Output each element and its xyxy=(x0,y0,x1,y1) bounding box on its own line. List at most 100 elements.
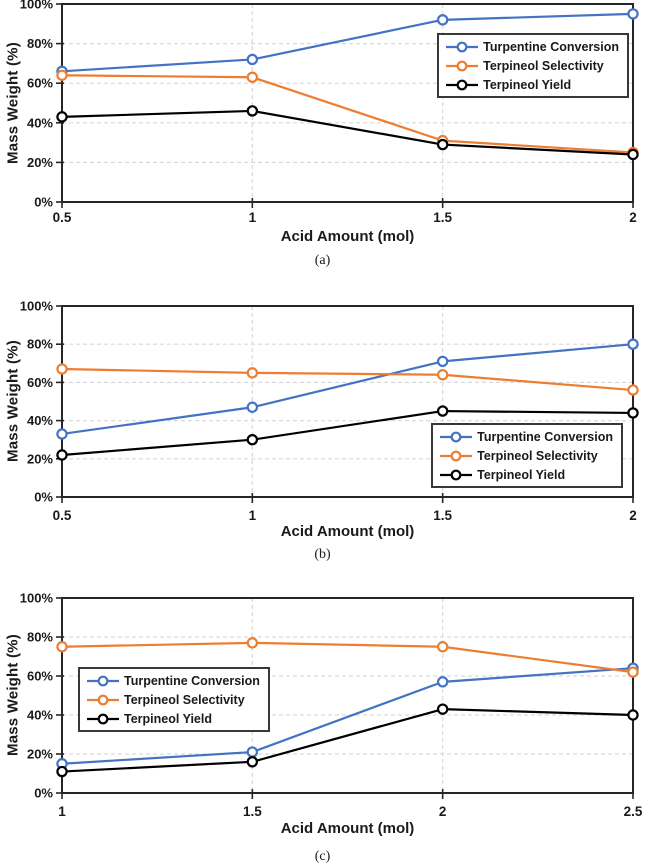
series-marker-0 xyxy=(436,676,449,688)
legend-item-label: Terpineol Selectivity xyxy=(477,448,598,463)
x-axis-title: Acid Amount (mol) xyxy=(280,820,415,837)
legend-b: Turpentine Conversion Terpineol Selectivi… xyxy=(431,423,623,488)
plot-border xyxy=(61,597,634,794)
y-tick-label: 20% xyxy=(27,155,53,170)
y-tick-label: 80% xyxy=(27,630,53,645)
series-line-2 xyxy=(60,409,635,457)
legend-item-label: Terpineol Yield xyxy=(124,711,212,726)
series-marker-2 xyxy=(56,449,68,461)
y-tick-label: 0% xyxy=(34,195,53,210)
legend-marker-icon xyxy=(446,41,479,52)
series-marker-2 xyxy=(246,433,259,446)
y-tick-label: 0% xyxy=(34,490,53,505)
series-marker-2 xyxy=(56,111,68,123)
series-marker-2 xyxy=(627,407,639,419)
series-marker-2 xyxy=(246,756,259,768)
series-marker-0 xyxy=(56,428,68,440)
y-axis-title: Mass Weight (%) xyxy=(4,340,22,463)
legend-item-label: Terpineol Selectivity xyxy=(483,58,604,73)
y-axis-title: Mass Weight (%) xyxy=(4,634,22,757)
series-marker-2 xyxy=(627,148,639,161)
legend-item-label: Turpentine Conversion xyxy=(477,429,613,444)
x-tick-label: 1.5 xyxy=(433,508,452,523)
chart-caption-a: (a) xyxy=(314,253,331,268)
x-tick-label: 0.5 xyxy=(53,508,72,523)
series-marker-2 xyxy=(436,138,449,151)
series-marker-2 xyxy=(436,703,449,715)
series-marker-1 xyxy=(627,666,639,678)
legend-item: Terpineol Yield xyxy=(440,465,613,484)
series-marker-2 xyxy=(436,405,449,417)
chart-a: 0% 20% 40% 60% 80% 100% 0.5 1 1.5 2 Mass Weight (… xyxy=(0,0,645,285)
series-marker-1 xyxy=(56,363,68,375)
series-line-0 xyxy=(60,667,635,765)
series-marker-1 xyxy=(246,367,259,379)
legend-item-label: Turpentine Conversion xyxy=(124,673,260,688)
plot-svg-a: 0% 20% 40% 60% 80% 100% 0.5 1 1.5 2 xyxy=(20,0,639,225)
series-marker-1 xyxy=(436,369,449,381)
series-marker-0 xyxy=(246,401,259,413)
x-axis-title: Acid Amount (mol) xyxy=(280,523,415,540)
legend-item: Terpineol Selectivity xyxy=(87,690,260,709)
y-tick-label: 40% xyxy=(27,413,53,428)
x-tick-label: 2 xyxy=(629,508,637,523)
series-line-2 xyxy=(60,109,635,156)
y-tick-label: 100% xyxy=(20,591,54,606)
legend-item: Turpentine Conversion xyxy=(440,427,613,446)
series-marker-0 xyxy=(436,355,449,368)
series-marker-0 xyxy=(246,746,259,758)
series-marker-0 xyxy=(246,53,259,66)
x-tick-label: 1.5 xyxy=(433,210,452,225)
x-tick-label: 1 xyxy=(249,508,257,523)
legend-marker-icon xyxy=(440,450,473,461)
y-tick-label: 60% xyxy=(27,375,53,390)
y-tick-label: 20% xyxy=(27,747,53,762)
series-marker-1 xyxy=(56,641,68,653)
legend-item: Terpineol Yield xyxy=(446,75,619,94)
series-marker-1 xyxy=(627,384,639,396)
series-marker-1 xyxy=(436,641,449,653)
y-tick-label: 60% xyxy=(27,669,53,684)
legend-item-label: Terpineol Selectivity xyxy=(124,692,245,707)
x-axis-title: Acid Amount (mol) xyxy=(280,228,415,245)
y-tick-label: 40% xyxy=(27,708,53,723)
legend-item: Terpineol Selectivity xyxy=(446,56,619,75)
series-line-1 xyxy=(60,367,635,392)
y-tick-label: 100% xyxy=(20,0,54,12)
series-marker-0 xyxy=(436,14,449,26)
y-tick-label: 60% xyxy=(27,76,53,91)
x-tick-label: 1 xyxy=(58,804,66,819)
series-marker-1 xyxy=(246,637,259,649)
legend-a: Turpentine Conversion Terpineol Selectivi… xyxy=(437,33,629,98)
legend-item: Turpentine Conversion xyxy=(446,37,619,56)
x-tick-label: 1 xyxy=(249,210,257,225)
plot-svg-c: 0% 20% 40% 60% 80% 100% 1 1.5 2 2.5 xyxy=(20,591,643,820)
plot-border xyxy=(61,3,634,203)
series-line-1 xyxy=(60,641,635,674)
legend-marker-icon xyxy=(440,469,473,480)
legend-marker-icon xyxy=(446,60,479,71)
y-tick-label: 0% xyxy=(34,786,53,801)
legend-item: Turpentine Conversion xyxy=(87,671,260,690)
series-marker-0 xyxy=(627,338,639,350)
y-tick-label: 80% xyxy=(27,337,53,352)
chart-caption-c: (c) xyxy=(314,849,331,864)
legend-marker-icon xyxy=(446,79,479,90)
x-tick-label: 2 xyxy=(629,210,637,225)
plot-border xyxy=(61,305,634,498)
legend-marker-icon xyxy=(440,431,473,442)
y-tick-label: 80% xyxy=(27,36,53,51)
y-tick-label: 20% xyxy=(27,451,53,466)
series-marker-2 xyxy=(56,765,68,778)
legend-item: Terpineol Selectivity xyxy=(440,446,613,465)
series-line-1 xyxy=(60,74,635,154)
series-marker-2 xyxy=(627,709,639,721)
y-axis-title: Mass Weight (%) xyxy=(4,42,22,164)
legend-item-label: Terpineol Yield xyxy=(477,467,566,482)
y-tick-label: 100% xyxy=(20,299,54,314)
legend-c: Turpentine Conversion Terpineol Selectivi… xyxy=(78,667,270,732)
legend-marker-icon xyxy=(87,675,119,686)
series-marker-1 xyxy=(56,69,68,81)
x-tick-label: 2 xyxy=(439,804,447,819)
series-line-0 xyxy=(60,343,635,436)
